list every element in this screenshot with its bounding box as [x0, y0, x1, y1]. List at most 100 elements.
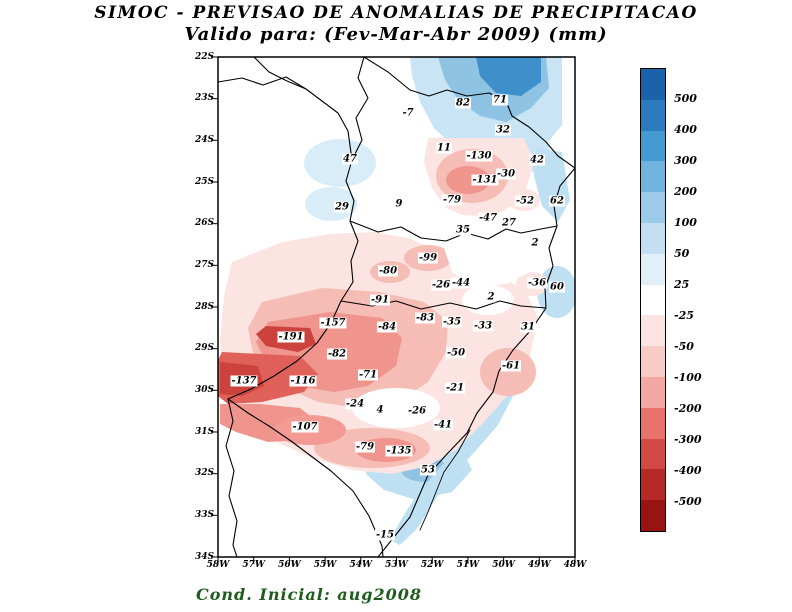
station-value: 31 — [520, 321, 536, 333]
station-value: 53 — [420, 464, 436, 476]
station-value: -52 — [514, 195, 536, 207]
station-value: 35 — [455, 224, 471, 236]
lat-tick-label: 25S — [194, 176, 214, 187]
station-value: -61 — [500, 360, 522, 372]
colorbar-segment — [641, 438, 665, 470]
station-value: -36 — [526, 277, 548, 289]
station-value: 82 — [455, 97, 471, 109]
colorbar-segment — [641, 130, 665, 162]
border-line — [225, 398, 238, 557]
lat-tick-label: 26S — [194, 218, 214, 229]
station-value: -79 — [354, 441, 376, 453]
colorbar-label: -200 — [673, 401, 713, 415]
station-value: -191 — [277, 331, 305, 343]
colorbar-segment — [641, 69, 665, 100]
station-value: 4 — [375, 404, 385, 416]
colorbar-segment — [641, 500, 665, 531]
station-value: -21 — [444, 382, 466, 394]
station-value: -157 — [319, 317, 347, 329]
chart-title: SIMOC - PREVISAO DE ANOMALIAS DE PRECIPI… — [94, 3, 698, 23]
station-value: -33 — [472, 320, 494, 332]
border-line — [419, 429, 471, 531]
colorbar-segment — [641, 407, 665, 439]
station-value: 11 — [436, 142, 452, 154]
station-value: 2 — [530, 237, 540, 249]
colorbar-segment — [641, 346, 665, 377]
colorbar-label: 25 — [673, 278, 713, 292]
station-value: -7 — [401, 107, 415, 119]
station-value: -30 — [495, 168, 517, 180]
colorbar-label: -100 — [673, 370, 713, 384]
lat-tick-label: 23S — [194, 93, 214, 104]
colorbar-segment — [641, 376, 665, 408]
station-value: 9 — [394, 198, 404, 210]
colorbar-segment — [641, 161, 665, 193]
lat-tick-label: 31S — [194, 426, 214, 437]
station-value: -116 — [289, 375, 317, 387]
colorbar-label: -400 — [673, 463, 713, 477]
lat-tick-label: 33S — [194, 509, 214, 520]
station-value: -50 — [445, 347, 467, 359]
lon-tick-label: 51W — [456, 560, 480, 570]
colorbar-segment — [641, 284, 665, 316]
station-value: -107 — [291, 421, 319, 433]
colorbar-segment — [641, 469, 665, 501]
colorbar-segment — [641, 315, 665, 347]
station-value: -26 — [430, 279, 452, 291]
axis-ticks — [211, 56, 576, 564]
lat-tick-label: 29S — [194, 343, 214, 354]
station-value: -26 — [406, 405, 428, 417]
station-value: -83 — [414, 312, 436, 324]
station-value: -44 — [450, 277, 472, 289]
colorbar-label: -50 — [673, 339, 713, 353]
station-value: -137 — [230, 375, 258, 387]
station-value: -84 — [376, 321, 398, 333]
station-value: 2 — [486, 291, 496, 303]
colorbar-segment — [641, 222, 665, 254]
station-value: -41 — [432, 419, 454, 431]
station-value: -130 — [465, 150, 493, 162]
station-value: -131 — [471, 174, 499, 186]
border-line — [253, 57, 307, 90]
colorbar-segment — [641, 99, 665, 131]
lon-tick-label: 50W — [492, 560, 515, 570]
colorbar-label: 50 — [673, 247, 713, 261]
lat-tick-label: 27S — [194, 259, 214, 270]
lat-tick-label: 32S — [194, 468, 214, 479]
lon-tick-label: 56W — [278, 560, 301, 570]
station-value: -80 — [377, 265, 399, 277]
station-value: 47 — [342, 153, 358, 165]
lon-tick-label: 52W — [420, 560, 444, 570]
station-value: -99 — [417, 252, 439, 264]
station-value: -47 — [477, 212, 499, 224]
station-value: 32 — [495, 124, 511, 136]
station-value: -135 — [385, 445, 413, 457]
lat-tick-label: 34S — [194, 551, 214, 562]
colorbar-label: -300 — [673, 432, 713, 446]
lon-tick-label: 57W — [242, 560, 265, 570]
station-value: 42 — [529, 154, 545, 166]
colorbar-label: 300 — [673, 154, 713, 168]
colorbar-label: -500 — [673, 494, 713, 508]
lon-tick-label: 53W — [385, 560, 408, 570]
station-value: 27 — [501, 217, 517, 229]
station-value: 71 — [492, 94, 508, 106]
lat-tick-label: 30S — [194, 384, 214, 395]
station-value: -24 — [344, 398, 366, 410]
border-line — [351, 57, 369, 161]
colorbar-segment — [641, 253, 665, 285]
lat-tick-label: 24S — [194, 134, 214, 145]
chart-subtitle: Valido para: (Fev-Mar-Abr 2009) (mm) — [184, 24, 608, 45]
lat-tick-label: 28S — [194, 301, 214, 312]
lon-tick-label: 49W — [527, 560, 551, 570]
lon-tick-label: 58W — [206, 560, 230, 570]
station-value: -79 — [441, 194, 463, 206]
colorbar-segment — [641, 192, 665, 223]
station-value: -71 — [357, 369, 379, 381]
lat-tick-label: 22S — [194, 51, 214, 62]
colorbar-label: 200 — [673, 185, 713, 199]
station-value: -91 — [369, 294, 391, 306]
station-value: -15 — [374, 529, 396, 541]
station-value: -35 — [441, 316, 463, 328]
